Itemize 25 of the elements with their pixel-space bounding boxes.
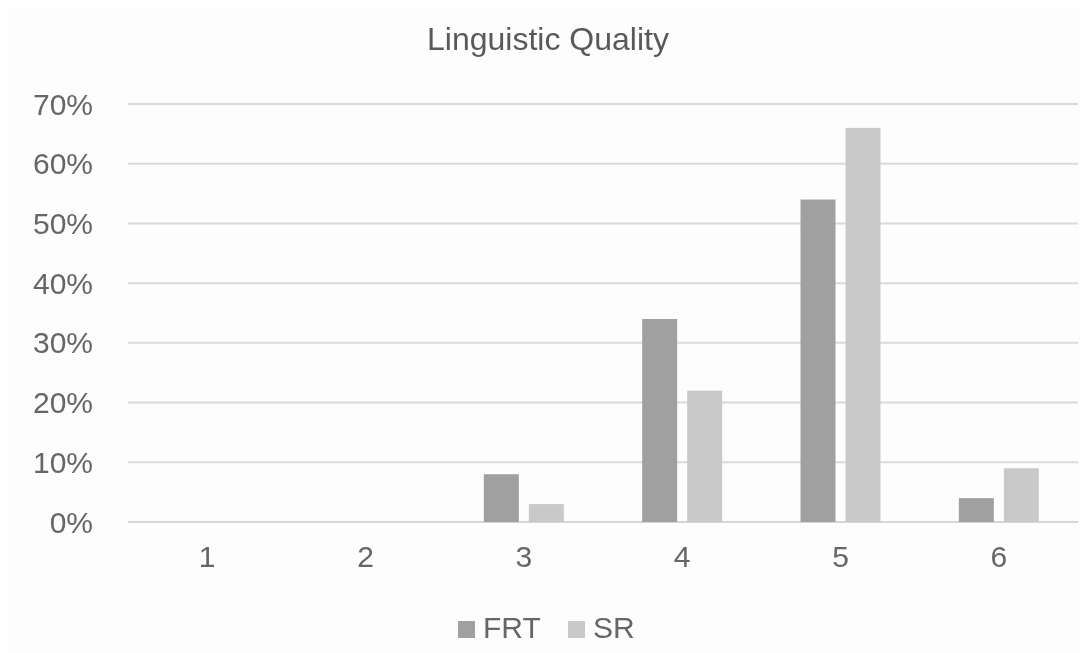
- y-tick-label: 40%: [32, 266, 93, 300]
- x-tick-label: 4: [673, 540, 691, 573]
- x-tick-label: 3: [515, 540, 533, 573]
- bar: [687, 390, 723, 522]
- y-tick-label: 0%: [49, 505, 93, 539]
- y-tick-label: 60%: [32, 147, 93, 181]
- bar: [528, 504, 564, 522]
- y-tick-label: 50%: [32, 206, 93, 240]
- y-tick-label: 70%: [32, 87, 93, 121]
- bar: [845, 127, 881, 522]
- bar: [483, 474, 519, 522]
- y-tick-label: 10%: [32, 445, 93, 479]
- legend-label: SR: [593, 611, 635, 644]
- x-tick-label: 2: [357, 540, 374, 573]
- bar: [958, 498, 994, 522]
- bar: [800, 199, 836, 522]
- y-tick-label: 20%: [32, 386, 93, 420]
- x-tick-label: 5: [832, 540, 849, 573]
- x-tick-label: 6: [990, 540, 1008, 573]
- bar: [642, 318, 678, 522]
- chart-title: Linguistic Quality: [427, 21, 669, 57]
- x-tick-label: 1: [198, 540, 216, 573]
- bar: [1003, 468, 1039, 522]
- legend-label: FRT: [483, 611, 541, 644]
- y-tick-label: 30%: [32, 326, 93, 360]
